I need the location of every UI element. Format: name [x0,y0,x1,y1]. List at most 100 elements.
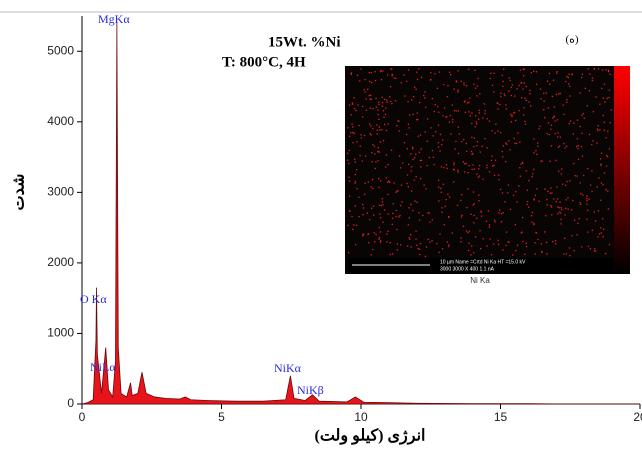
map-dot [523,75,524,76]
map-dot [523,69,524,70]
map-dot [508,140,509,141]
map-dot [362,214,363,215]
map-dot [457,170,458,171]
map-dot [381,97,382,98]
map-dot [378,147,379,148]
map-dot [419,249,420,250]
map-dot [416,176,417,177]
map-dot [362,233,363,234]
map-dot [468,250,469,251]
map-dot [596,143,597,144]
map-dot [368,181,369,182]
map-dot [390,86,391,87]
map-dot [402,162,403,163]
map-dot [370,125,371,126]
map-dot [440,134,441,135]
map-dot [583,113,584,114]
map-dot [422,215,423,216]
map-dot [357,104,358,105]
map-dot [508,184,509,185]
map-dot [352,104,353,105]
map-dot [586,198,587,199]
map-dot [357,75,358,76]
map-dot [560,137,561,138]
map-dot [447,168,448,169]
map-dot [559,145,560,146]
map-dot [591,170,592,171]
map-dot [582,194,583,195]
map-dot [489,171,490,172]
map-dot [414,157,415,158]
map-dot [417,79,418,80]
map-dot [490,78,491,79]
map-dot [396,191,397,192]
map-dot [349,150,350,151]
map-dot [502,249,503,250]
map-dot [544,100,545,101]
map-dot [349,196,350,197]
y-tick-label: 5000 [47,43,74,57]
map-dot [362,116,363,117]
map-dot [523,107,524,108]
map-dot [551,125,552,126]
map-dot [388,180,389,181]
map-dot [428,239,429,240]
map-dot [564,238,565,239]
map-dot [476,145,477,146]
map-dot [586,200,587,201]
map-dot [461,81,462,82]
map-dot [486,167,487,168]
map-dot [562,183,563,184]
map-dot [592,140,593,141]
map-dot [411,99,412,100]
map-dot [445,206,446,207]
map-dot [547,204,548,205]
map-dot [590,184,591,185]
map-dot [598,177,599,178]
map-dot [381,129,382,130]
map-dot [479,93,480,94]
map-dot [481,215,482,216]
map-dot [349,104,350,105]
map-dot [533,224,534,225]
map-dot [580,204,581,205]
map-dot [429,222,430,223]
map-dot [546,199,547,200]
map-dot [514,96,515,97]
map-dot [470,254,471,255]
map-dot [370,133,371,134]
map-dot [500,96,501,97]
map-dot [368,242,369,243]
map-dot [378,151,379,152]
map-dot [418,68,419,69]
map-dot [463,161,464,162]
map-dot [371,152,372,153]
map-dot [355,205,356,206]
map-dot [438,200,439,201]
map-dot [471,245,472,246]
map-dot [522,88,523,89]
map-dot [609,90,610,91]
map-dot [569,180,570,181]
map-dot [352,142,353,143]
map-dot [352,123,353,124]
map-dot [449,115,450,116]
map-dot [427,118,428,119]
map-dot [491,254,492,255]
map-dot [354,133,355,134]
map-dot [524,82,525,83]
map-dot [391,150,392,151]
map-dot [354,183,355,184]
map-dot [559,201,560,202]
map-dot [427,165,428,166]
map-dot [484,113,485,114]
map-dot [415,89,416,90]
map-dot [580,182,581,183]
map-dot [382,70,383,71]
map-dot [603,115,604,116]
map-dot [452,232,453,233]
map-dot [584,118,585,119]
map-dot [519,167,520,168]
map-dot [603,229,604,230]
map-dot [475,115,476,116]
